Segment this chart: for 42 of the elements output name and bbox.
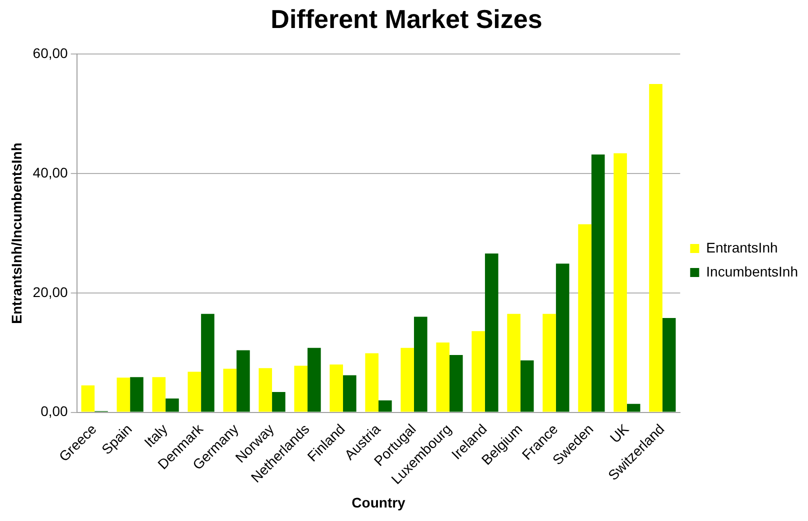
bar bbox=[591, 154, 605, 412]
bar bbox=[343, 375, 356, 412]
bar bbox=[520, 360, 534, 412]
bar bbox=[330, 364, 344, 412]
bar bbox=[556, 264, 570, 412]
bar bbox=[152, 377, 166, 412]
bar bbox=[449, 354, 463, 412]
bar bbox=[272, 392, 286, 412]
bar bbox=[116, 378, 130, 412]
bar bbox=[308, 348, 321, 412]
bar bbox=[365, 353, 378, 412]
bar bbox=[236, 350, 250, 412]
legend-label: IncumbentsInh bbox=[706, 263, 798, 280]
bar bbox=[614, 153, 627, 412]
bar bbox=[507, 314, 520, 412]
bar bbox=[414, 316, 428, 412]
bar bbox=[81, 385, 95, 412]
bar bbox=[378, 400, 392, 412]
bar bbox=[258, 368, 272, 412]
bar bbox=[188, 372, 202, 412]
bar bbox=[201, 314, 214, 412]
bar bbox=[294, 366, 308, 412]
y-axis-title: EntrantsInh/IncumbentsInh bbox=[8, 142, 24, 324]
bar bbox=[484, 254, 498, 412]
bar bbox=[166, 398, 179, 412]
bar bbox=[436, 342, 450, 412]
bar bbox=[649, 84, 662, 412]
y-tick-label: 60,00 bbox=[32, 45, 68, 62]
bar bbox=[130, 377, 144, 412]
y-tick-label: 0,00 bbox=[40, 403, 68, 420]
x-axis-title: Country bbox=[352, 494, 406, 510]
bar bbox=[662, 318, 676, 412]
chart-title: Different Market Sizes bbox=[270, 4, 542, 34]
legend-label: EntrantsInh bbox=[706, 239, 778, 256]
bar bbox=[626, 404, 640, 412]
bar bbox=[472, 331, 485, 412]
bar bbox=[578, 224, 592, 412]
bar bbox=[223, 368, 237, 412]
bar bbox=[542, 314, 556, 412]
y-tick-label: 40,00 bbox=[32, 164, 68, 180]
bar bbox=[400, 348, 414, 412]
y-tick-label: 20,00 bbox=[32, 284, 68, 300]
